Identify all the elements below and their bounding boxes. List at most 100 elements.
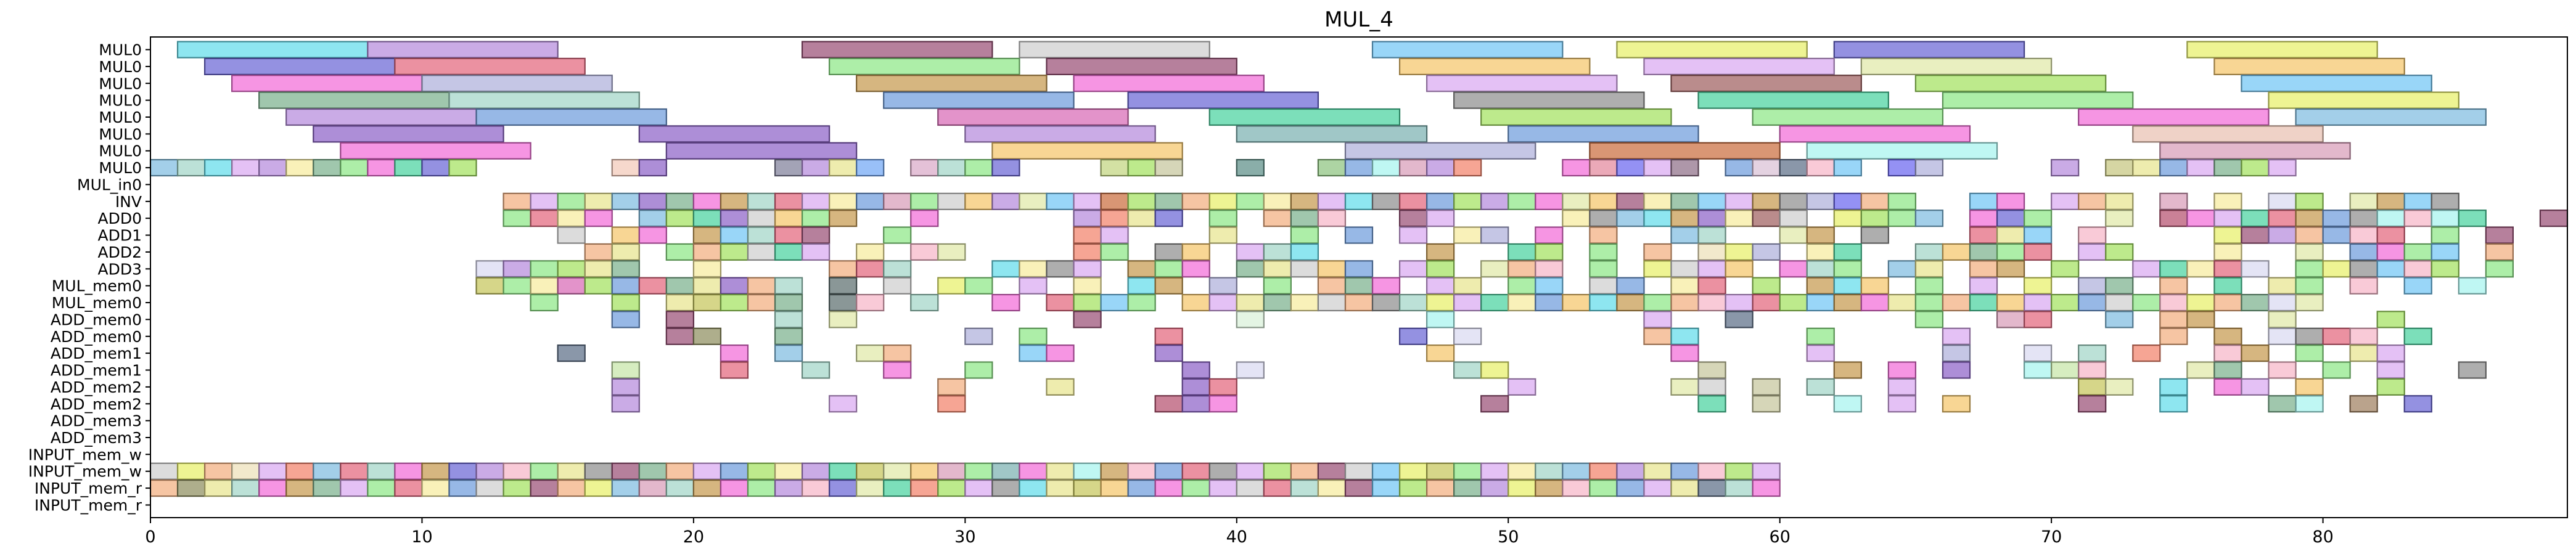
- gantt-bar: [1697, 462, 1726, 480]
- gantt-bar: [856, 344, 885, 362]
- gantt-bar: [1236, 125, 1428, 143]
- gantt-bar: [2132, 293, 2161, 312]
- gantt-bar: [1398, 159, 1428, 177]
- gantt-bar: [1779, 125, 1971, 143]
- gantt-bar: [2105, 210, 2134, 227]
- gantt-bar: [1725, 192, 1754, 210]
- gantt-bar: [1833, 210, 1862, 227]
- gantt-bar: [448, 91, 640, 109]
- gantt-bar: [720, 361, 749, 379]
- gantt-bar: [394, 57, 586, 75]
- gantt-bar: [1833, 243, 1862, 261]
- gantt-bar: [2186, 311, 2215, 328]
- gantt-bar: [1453, 192, 1482, 210]
- gantt-bar: [1480, 462, 1509, 480]
- gantt-bar: [1344, 479, 1374, 497]
- gantt-bar: [1154, 277, 1183, 295]
- gantt-bar: [1236, 192, 1265, 210]
- gantt-bar: [1833, 395, 1862, 413]
- x-axis: 0 10 20 30 40 50 60 70 80: [145, 518, 2334, 547]
- gantt-bar: [203, 57, 396, 75]
- ytick-label: MUL0: [99, 41, 142, 59]
- gantt-bar: [584, 260, 613, 278]
- gantt-bar: [2132, 125, 2324, 143]
- gantt-bar: [1725, 293, 1754, 312]
- gantt-bar: [964, 192, 993, 210]
- gantt-bar: [2458, 277, 2487, 295]
- gantt-bar: [1398, 293, 1428, 312]
- gantt-bar: [910, 192, 939, 210]
- gantt-bar: [1752, 378, 1781, 396]
- gantt-bar: [1643, 260, 1672, 278]
- gantt-bar: [1562, 210, 1591, 227]
- ytick-label: INPUT_mem_w: [28, 446, 142, 463]
- gantt-bar: [1453, 479, 1482, 497]
- gantt-bar: [475, 108, 667, 126]
- gantt-bar: [557, 226, 586, 244]
- gantt-bar: [1914, 243, 1944, 261]
- gantt-bar: [1860, 210, 1889, 227]
- gantt-bar: [665, 243, 694, 261]
- ytick-label: MUL0: [99, 142, 142, 160]
- gantt-bar: [1046, 462, 1075, 480]
- gantt-bar: [692, 210, 722, 227]
- gantt-bar: [1127, 293, 1156, 312]
- gantt-bar: [1154, 479, 1183, 497]
- gantt-bar: [1154, 192, 1183, 210]
- gantt-bar: [1507, 462, 1536, 480]
- gantt-bar: [394, 479, 423, 497]
- gantt-bar: [801, 243, 831, 261]
- gantt-bar: [1589, 210, 1618, 227]
- gantt-bar: [176, 41, 369, 59]
- gantt-bar: [1670, 344, 1699, 362]
- gantt-bar: [2105, 378, 2134, 396]
- gantt-bar: [1589, 142, 1781, 160]
- gantt-bar: [1046, 378, 1075, 396]
- gantt-bar: [1480, 226, 1509, 244]
- gantt-bar: [1725, 462, 1754, 480]
- gantt-bar: [829, 311, 858, 328]
- gantt-bar: [2403, 243, 2432, 261]
- gantt-bar: [1236, 361, 1265, 379]
- gantt-bar: [2430, 192, 2459, 210]
- gantt-bar: [285, 108, 477, 126]
- gantt-bar: [1996, 192, 2025, 210]
- gantt-bar: [1263, 243, 1292, 261]
- gantt-bar: [1236, 159, 1265, 177]
- gantt-bar: [720, 293, 749, 312]
- gantt-bar: [2078, 192, 2107, 210]
- gantt-bar: [638, 479, 667, 497]
- gantt-bar: [475, 462, 504, 480]
- gantt-bar: [313, 159, 342, 177]
- gantt-bar: [1697, 243, 1726, 261]
- gantt-bar: [2295, 243, 2324, 261]
- gantt-bar: [1208, 462, 1237, 480]
- gantt-bar: [1643, 479, 1672, 497]
- xtick-label: 40: [1226, 528, 1247, 547]
- gantt-bar: [1154, 159, 1183, 177]
- gantt-bar: [2349, 226, 2378, 244]
- gantt-bar: [665, 277, 694, 295]
- gantt-bar: [1779, 210, 1808, 227]
- gantt-bar: [692, 243, 722, 261]
- gantt-bar: [584, 210, 613, 227]
- gantt-bar: [720, 243, 749, 261]
- gantt-bar: [502, 479, 531, 497]
- gantt-bar: [1806, 260, 1835, 278]
- gantt-bar: [1969, 210, 1998, 227]
- gantt-bar: [747, 243, 776, 261]
- gantt-bar: [1670, 327, 1699, 345]
- gantt-bar: [584, 243, 613, 261]
- gantt-bar: [1453, 327, 1482, 345]
- gantt-bar: [2213, 361, 2242, 379]
- gantt-bar: [638, 192, 667, 210]
- gantt-bar: [502, 192, 531, 210]
- gantt-bar: [2268, 361, 2297, 379]
- gantt-bar: [1453, 159, 1482, 177]
- gantt-bar: [2295, 226, 2324, 244]
- gantt-bar: [1969, 293, 1998, 312]
- gantt-bar: [991, 293, 1020, 312]
- gantt-bar: [1507, 277, 1536, 295]
- gantt-bar: [1616, 192, 1645, 210]
